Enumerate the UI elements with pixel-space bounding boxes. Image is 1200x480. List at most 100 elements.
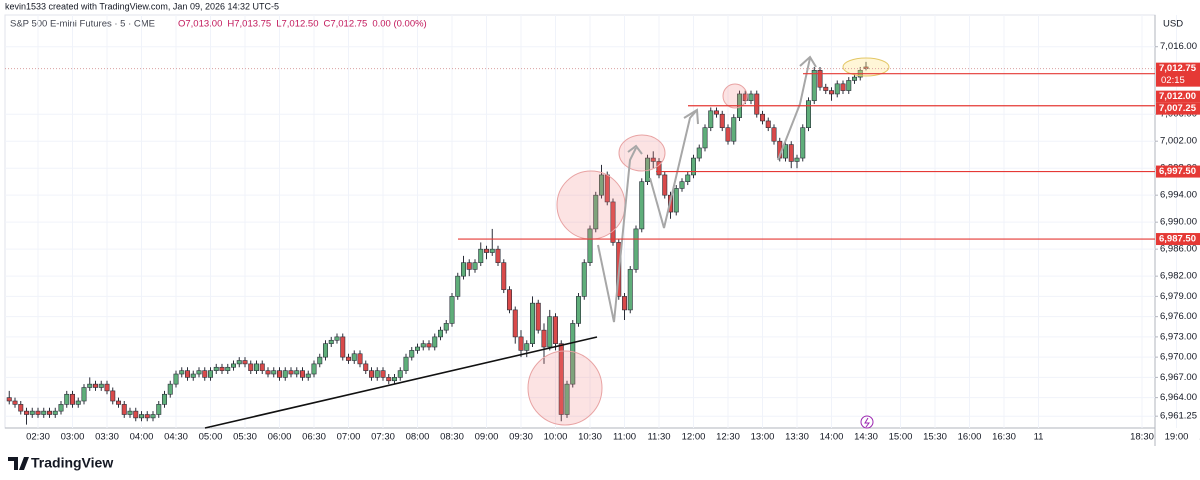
candle-body xyxy=(242,360,248,365)
y-tick-label: 6,982.00 xyxy=(1160,271,1197,282)
candle-body xyxy=(409,350,415,358)
candle-body xyxy=(363,363,369,371)
current-price-label: 7,012.75 xyxy=(1159,63,1197,74)
candle-body xyxy=(547,316,553,348)
candle-body xyxy=(311,363,317,375)
candle-body xyxy=(98,383,104,388)
candle-body xyxy=(823,86,829,91)
x-tick-label: 18:30 xyxy=(1130,432,1154,443)
candle-body xyxy=(150,414,156,419)
candle-body xyxy=(437,329,443,338)
arrow-head xyxy=(683,108,699,125)
candle-body xyxy=(322,343,328,358)
candle-body xyxy=(650,157,656,162)
y-tick-label: 6,970.00 xyxy=(1160,352,1197,363)
x-tick-label: 05:00 xyxy=(199,432,223,443)
candle-body xyxy=(702,127,708,149)
candle-body xyxy=(185,370,191,378)
arrow-head xyxy=(627,144,643,155)
candle-body xyxy=(759,113,765,122)
candle-body xyxy=(87,383,93,388)
x-tick-label: 13:30 xyxy=(785,432,809,443)
candle-body xyxy=(414,346,420,351)
candle-body xyxy=(593,194,599,230)
candle-body xyxy=(6,397,12,402)
candle-body xyxy=(288,370,294,375)
candle-body xyxy=(75,400,81,405)
level-label-box xyxy=(1156,90,1200,103)
logo-icon xyxy=(8,457,29,470)
candle-body xyxy=(765,120,771,128)
x-tick-label: 05:30 xyxy=(233,432,257,443)
y-tick-label: 6,979.00 xyxy=(1160,291,1197,302)
candle-body xyxy=(317,356,323,365)
x-tick-label: 14:30 xyxy=(854,432,878,443)
x-tick-label: 09:30 xyxy=(509,432,533,443)
candle-body xyxy=(570,323,576,385)
candle-body xyxy=(167,383,173,395)
y-tick-label: 7,002.00 xyxy=(1160,136,1197,147)
candle-body xyxy=(432,336,438,348)
x-tick-label: 15:00 xyxy=(889,432,913,443)
candle-body xyxy=(271,370,277,375)
candle-body xyxy=(391,377,397,382)
x-tick-label: 16:00 xyxy=(958,432,982,443)
candle-body xyxy=(208,370,214,378)
candle-body xyxy=(12,400,18,405)
y-tick-label: 6,964.00 xyxy=(1160,392,1197,403)
level-label: 7,012.00 xyxy=(1159,91,1196,102)
highlight-circle xyxy=(527,350,603,426)
candle-body xyxy=(334,336,340,341)
candle-body xyxy=(139,414,145,419)
countdown: 02:15 xyxy=(1161,75,1185,86)
candle-body xyxy=(104,383,110,392)
candle-body xyxy=(552,316,558,344)
candle-body xyxy=(800,127,806,159)
y-tick-label: 6,961.25 xyxy=(1160,411,1197,422)
candle-body xyxy=(673,188,679,213)
y-tick-label: 7,016.00 xyxy=(1160,41,1197,52)
projection-arrow xyxy=(649,109,698,229)
candle-body xyxy=(93,383,99,388)
candle-body xyxy=(587,228,593,263)
candle-body xyxy=(35,410,41,415)
candle-body xyxy=(236,360,242,365)
candle-body xyxy=(213,366,219,371)
candle-body xyxy=(805,100,811,128)
candle-body xyxy=(512,309,518,338)
x-tick-label: 07:00 xyxy=(337,432,361,443)
candle-body xyxy=(259,363,265,371)
candle-body xyxy=(231,363,237,368)
candle-body xyxy=(535,302,541,331)
candle-body xyxy=(133,410,139,419)
candle-body xyxy=(754,93,760,115)
candle-body xyxy=(52,410,58,415)
candle-body xyxy=(156,404,162,415)
candle-body xyxy=(328,339,334,344)
candle-body xyxy=(598,174,604,196)
highlight-ellipse xyxy=(842,57,890,77)
candle-body xyxy=(656,161,662,176)
candle-body xyxy=(581,262,587,297)
candle-body xyxy=(495,248,501,263)
candle-body xyxy=(420,343,426,348)
candle-body xyxy=(397,370,403,378)
candle-body xyxy=(662,174,668,196)
candle-body xyxy=(575,296,581,324)
y-tick-label: 6,967.00 xyxy=(1160,372,1197,383)
candle-body xyxy=(196,370,202,375)
level-label-box xyxy=(1156,233,1200,246)
candle-body xyxy=(173,373,179,385)
candle-body xyxy=(782,144,788,159)
candle-body xyxy=(690,157,696,176)
x-tick-label: 04:00 xyxy=(130,432,154,443)
x-tick-label: 16:30 xyxy=(992,432,1016,443)
candle-body xyxy=(162,393,168,405)
level-label-box xyxy=(1156,102,1200,115)
x-tick-label: 08:30 xyxy=(440,432,464,443)
candle-body xyxy=(846,80,852,91)
candle-body xyxy=(345,356,351,361)
candle-body xyxy=(725,127,731,142)
x-tick-label: 07:30 xyxy=(371,432,395,443)
candle-body xyxy=(466,262,472,270)
